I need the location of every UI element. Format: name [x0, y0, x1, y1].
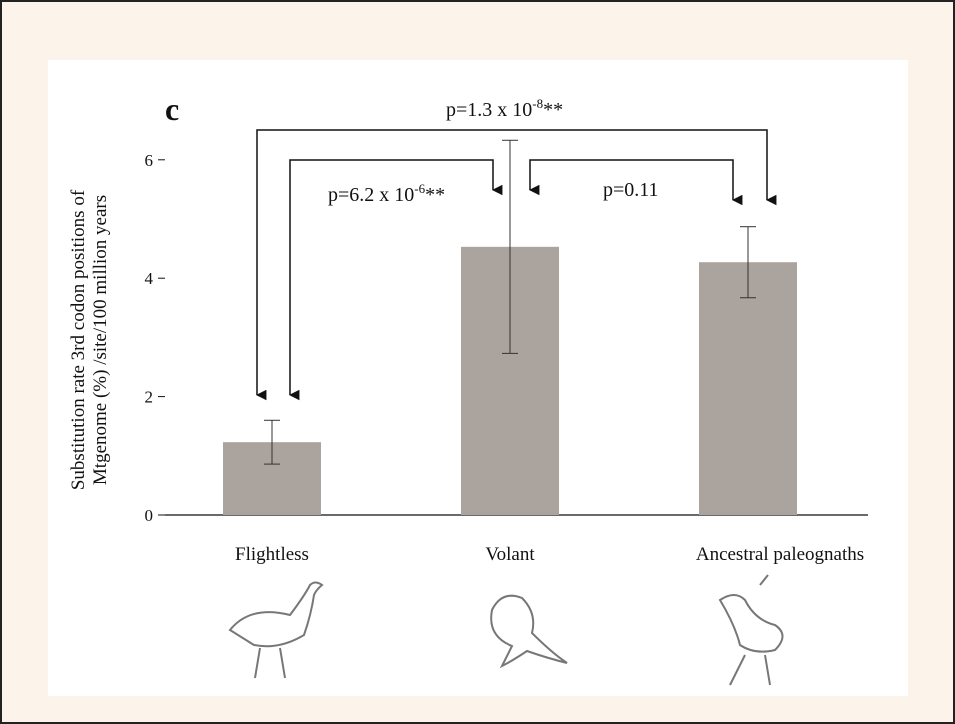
bar [699, 262, 797, 515]
y-axis-title-line: Mtgenome (%) /site/100 million years [90, 195, 111, 485]
x-tick-label: Flightless [235, 544, 309, 565]
p-value: p=1.3 x 10-8** [446, 96, 563, 121]
y-axis-title: Substitution rate 3rd codon positions of… [68, 189, 111, 490]
p-value: p=6.2 x 10-6** [328, 181, 445, 206]
y-tick-label: 2 [145, 388, 154, 407]
panel-label: c [165, 91, 179, 127]
y-tick-label: 4 [145, 269, 154, 288]
page: {"chart_data": {"type": "bar", "panel_la… [0, 0, 955, 724]
y-axis-title-line: Substitution rate 3rd codon positions of [68, 189, 89, 490]
p-value: p=0.11 [603, 179, 659, 201]
x-tick-label: Ancestral paleognaths [696, 544, 864, 565]
x-tick-label: Volant [485, 544, 535, 565]
y-tick-label: 6 [145, 151, 154, 170]
chart: c Substitution rate 3rd codon positions … [0, 0, 955, 724]
y-tick-label: 0 [145, 506, 154, 525]
